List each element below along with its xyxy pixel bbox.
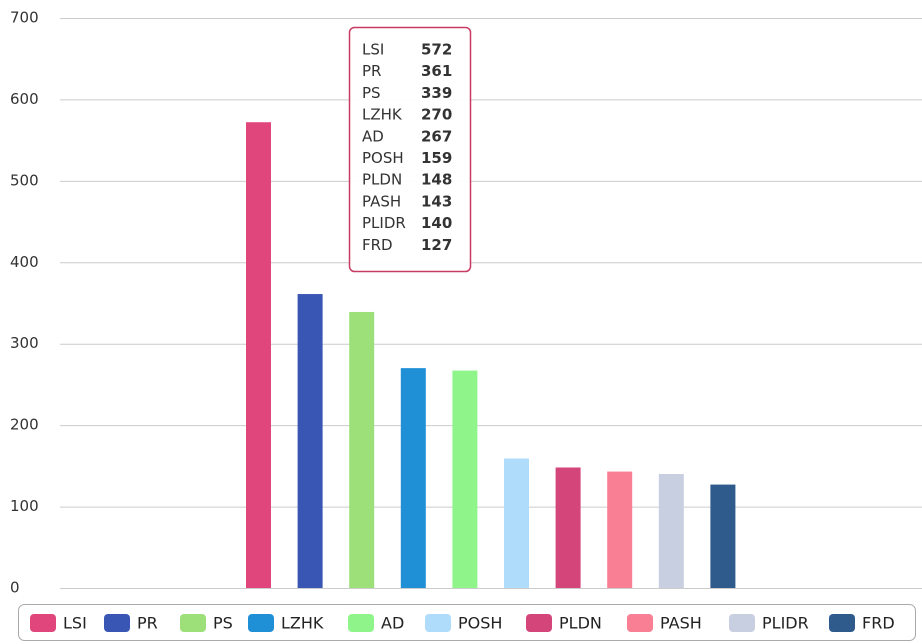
- bar: [555, 467, 581, 588]
- legend-swatch: [180, 614, 206, 632]
- legend-swatch: [829, 614, 855, 632]
- tooltip-label: AD: [362, 127, 384, 145]
- y-tick-label: 500: [10, 171, 39, 189]
- legend: LSI PR PS LZHK AD POSH PLDN PASH PLIDR FRD: [18, 604, 916, 641]
- legend-label: LZHK: [281, 614, 324, 633]
- legend-label: PASH: [660, 614, 702, 633]
- legend-label: PR: [137, 614, 158, 633]
- legend-swatch: [627, 614, 653, 632]
- y-tick-label: 200: [10, 416, 39, 434]
- tooltip-value: 159: [421, 149, 452, 167]
- bar: [246, 122, 271, 588]
- y-tick-label: 0: [10, 579, 20, 597]
- bar: [297, 294, 323, 588]
- tooltip-value: 361: [421, 62, 452, 80]
- tooltip-box: [348, 26, 472, 273]
- bar: [607, 471, 633, 588]
- legend-swatch: [248, 614, 274, 632]
- tooltip: LSI 572 PR 361 PS 339 LZHK 270 AD 267 POSH 159 PLDN 1…: [348, 26, 472, 273]
- tooltip-value: 267: [421, 127, 452, 145]
- legend-label: LSI: [63, 614, 87, 633]
- y-tick-label: 300: [10, 334, 39, 352]
- bar: [349, 311, 375, 588]
- tooltip-label: POSH: [362, 149, 404, 167]
- tooltip-value: 339: [421, 84, 452, 102]
- tooltip-label: LZHK: [362, 106, 403, 124]
- bar: [710, 484, 736, 588]
- tooltip-label: LSI: [362, 41, 384, 59]
- y-tick-label: 600: [10, 90, 39, 108]
- legend-swatch: [348, 614, 374, 632]
- bar: [658, 474, 684, 588]
- tooltip-label: PLIDR: [362, 214, 406, 232]
- tooltip-label: PASH: [362, 192, 401, 210]
- bars: [246, 122, 736, 588]
- legend-label: PS: [213, 614, 233, 633]
- legend-swatch: [729, 614, 755, 632]
- tooltip-value: 270: [421, 106, 452, 124]
- legend-swatch: [425, 614, 451, 632]
- legend-swatch: [30, 614, 56, 632]
- y-tick-label: 400: [10, 253, 39, 271]
- legend-box: [18, 604, 916, 641]
- tooltip-value: 572: [421, 41, 452, 59]
- y-tick-label: 100: [10, 497, 39, 515]
- grid: 0 100 200 300 400 500 600 700: [10, 9, 922, 597]
- tooltip-label: FRD: [362, 236, 393, 254]
- legend-swatch: [526, 614, 552, 632]
- legend-swatch: [104, 614, 130, 632]
- tooltip-label: PS: [362, 84, 381, 102]
- legend-label: PLDN: [559, 614, 602, 633]
- tooltip-value: 127: [421, 236, 452, 254]
- tooltip-value: 143: [421, 192, 452, 210]
- tooltip-value: 140: [421, 214, 452, 232]
- y-tick-label: 700: [10, 9, 39, 27]
- legend-label: PLIDR: [762, 614, 809, 633]
- legend-label: FRD: [862, 614, 895, 633]
- tooltip-label: PLDN: [362, 171, 402, 189]
- tooltip-value: 148: [421, 171, 452, 189]
- bar: [452, 370, 478, 588]
- legend-label: POSH: [458, 614, 502, 633]
- tooltip-label: PR: [362, 62, 381, 80]
- bar: [504, 458, 529, 588]
- legend-label: AD: [381, 614, 404, 633]
- bar: [400, 368, 426, 588]
